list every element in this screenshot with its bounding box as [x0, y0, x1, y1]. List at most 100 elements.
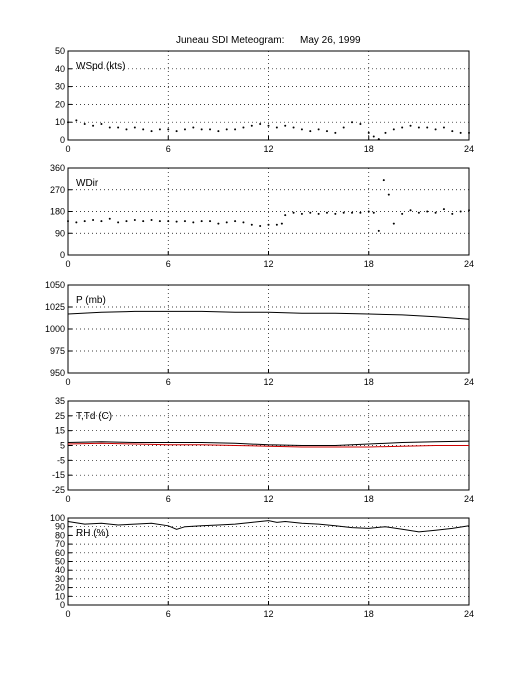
- pressure-series-line-0: [67, 310, 470, 320]
- wdir-data-point: [250, 223, 253, 226]
- wspd-data-point: [451, 130, 454, 133]
- wdir-data-point: [392, 222, 395, 225]
- rh-y-tick-label: 80: [55, 530, 65, 540]
- wspd-y-tick-label: 30: [55, 82, 65, 92]
- wspd-data-point: [377, 138, 380, 141]
- temp-dewpoint-y-tick-label: -5: [57, 455, 65, 465]
- rh-y-tick-label: 50: [55, 557, 65, 567]
- wdir-data-point: [133, 218, 136, 221]
- wspd-data-point: [442, 126, 445, 129]
- wspd-data-point: [317, 128, 320, 131]
- wdir-data-point: [75, 221, 78, 224]
- wspd-data-point: [292, 126, 295, 129]
- wdir-data-point: [142, 220, 145, 223]
- temp-dewpoint-series-line-0: [67, 440, 470, 446]
- wdir-y-tick-label: 90: [55, 228, 65, 238]
- wspd-panel: 0 6 12 18 24 0 10 20 30 40 50 WSpd (kts): [55, 46, 474, 154]
- wspd-data-point: [417, 126, 420, 129]
- wdir-data-point: [192, 221, 195, 224]
- wdir-data-point: [442, 208, 445, 211]
- wdir-data-point: [217, 222, 220, 225]
- rh-y-tick-label: 40: [55, 565, 65, 575]
- rh-y-tick-label: 20: [55, 583, 65, 593]
- temp-dewpoint-x-tick-label: 12: [263, 494, 273, 504]
- wspd-data-point: [92, 124, 95, 127]
- wdir-data-point: [459, 210, 462, 213]
- wdir-data-point: [108, 217, 111, 220]
- wspd-x-tick-label: 18: [364, 144, 374, 154]
- rh-x-tick-label: 12: [263, 609, 273, 619]
- wdir-x-tick-label: 6: [166, 259, 171, 269]
- wdir-data-point: [367, 210, 370, 213]
- wspd-data-point: [359, 122, 362, 125]
- wdir-x-tick-label: 12: [263, 259, 273, 269]
- wspd-data-point: [434, 128, 437, 131]
- wspd-data-point: [392, 128, 395, 131]
- wspd-data-point: [409, 124, 412, 127]
- temp-dewpoint-y-tick-label: 35: [55, 396, 65, 406]
- wspd-data-point: [158, 128, 161, 131]
- rh-series-line-0: [67, 520, 470, 533]
- wspd-data-point: [192, 126, 195, 129]
- wdir-y-tick-label: 270: [50, 185, 65, 195]
- wdir-y-tick-label: 0: [60, 250, 65, 260]
- wspd-data-point: [309, 130, 312, 133]
- pressure-y-tick-label: 975: [50, 346, 65, 356]
- wdir-data-point: [377, 229, 380, 232]
- wspd-data-point: [242, 126, 245, 129]
- wspd-data-point: [75, 119, 78, 122]
- pressure-x-tick-label: 6: [166, 377, 171, 387]
- wdir-data-point: [451, 212, 454, 215]
- rh-x-tick-label: 24: [464, 609, 474, 619]
- wdir-data-point: [468, 209, 470, 212]
- temp-dewpoint-x-tick-label: 18: [364, 494, 374, 504]
- wspd-x-tick-label: 6: [166, 144, 171, 154]
- wdir-data-point: [434, 211, 437, 214]
- wspd-data-point: [209, 128, 212, 131]
- wdir-data-point: [209, 220, 212, 223]
- rh-y-tick-label: 90: [55, 522, 65, 532]
- wspd-data-point: [133, 126, 136, 129]
- pressure-panel-label: P (mb): [76, 295, 106, 306]
- temp-dewpoint-x-tick-label: 24: [464, 494, 474, 504]
- wdir-data-point: [275, 223, 278, 226]
- temp-dewpoint-y-tick-label: 25: [55, 411, 65, 421]
- wspd-data-point: [225, 128, 228, 131]
- wdir-data-point: [175, 220, 178, 223]
- wdir-data-point: [387, 193, 390, 196]
- wdir-x-tick-label: 0: [65, 259, 70, 269]
- temp-dewpoint-y-tick-label: -15: [52, 470, 65, 480]
- wdir-data-point: [167, 220, 170, 223]
- wspd-x-tick-label: 0: [65, 144, 70, 154]
- wspd-data-point: [284, 124, 287, 127]
- wdir-data-point: [300, 212, 303, 215]
- wspd-y-tick-label: 10: [55, 117, 65, 127]
- rh-y-tick-label: 60: [55, 548, 65, 558]
- temp-dewpoint-x-tick-label: 0: [65, 494, 70, 504]
- wdir-data-point: [417, 211, 420, 214]
- temp-dewpoint-y-tick-label: -25: [52, 485, 65, 495]
- wspd-y-tick-label: 20: [55, 99, 65, 109]
- wspd-data-point: [325, 130, 328, 133]
- wspd-data-point: [351, 121, 354, 124]
- chart-title-date: May 26, 1999: [300, 35, 361, 46]
- wdir-y-tick-label: 360: [50, 163, 65, 173]
- pressure-x-tick-label: 24: [464, 377, 474, 387]
- wspd-data-point: [67, 121, 69, 124]
- temp-dewpoint-x-tick-label: 6: [166, 494, 171, 504]
- wspd-data-point: [459, 131, 462, 134]
- wdir-data-point: [83, 220, 86, 223]
- wspd-data-point: [150, 130, 153, 133]
- wdir-x-tick-label: 24: [464, 259, 474, 269]
- rh-x-tick-label: 18: [364, 609, 374, 619]
- pressure-y-tick-label: 1025: [45, 302, 65, 312]
- wdir-data-point: [401, 212, 404, 215]
- wspd-data-point: [426, 126, 429, 129]
- temp-dewpoint-y-tick-label: 15: [55, 426, 65, 436]
- pressure-x-tick-label: 18: [364, 377, 374, 387]
- wspd-data-point: [234, 128, 237, 131]
- wspd-data-point: [200, 128, 203, 131]
